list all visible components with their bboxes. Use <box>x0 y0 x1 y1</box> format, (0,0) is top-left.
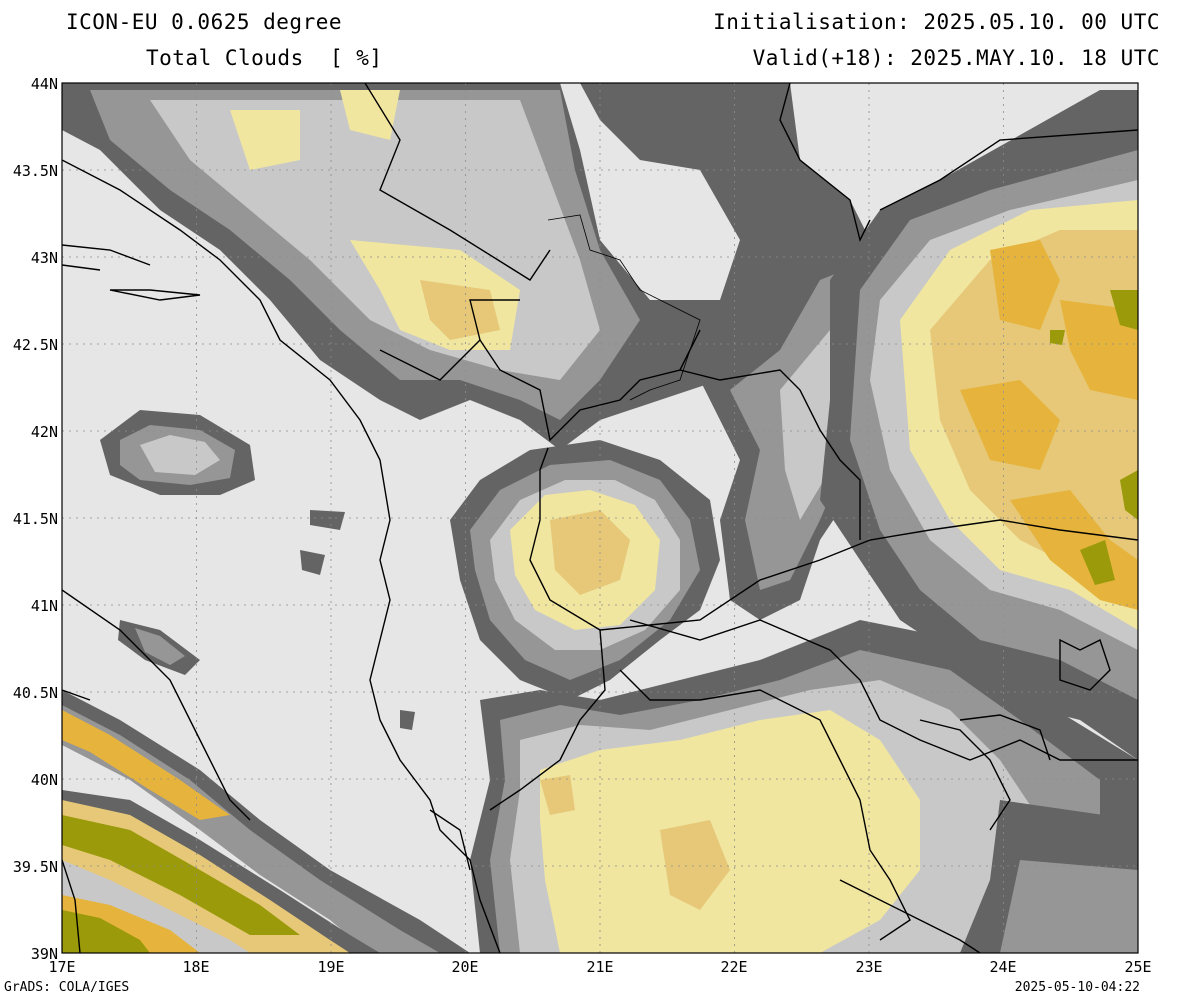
lat-label-40-5n: 40.5N <box>12 684 58 702</box>
cloud-region-macedonia <box>450 440 720 700</box>
lat-label-39-5n: 39.5N <box>12 858 58 876</box>
lat-label-44n: 44N <box>30 75 58 93</box>
lat-label-43-5n: 43.5N <box>12 162 58 180</box>
lon-label-18e: 18E <box>182 958 210 976</box>
map-frame <box>61 82 1139 954</box>
lon-label-17e: 17E <box>48 958 76 976</box>
lon-label-20e: 20E <box>451 958 479 976</box>
lat-label-42-5n: 42.5N <box>12 336 58 354</box>
cloud-region-northwest <box>62 83 880 450</box>
lon-label-22e: 22E <box>720 958 748 976</box>
graticule <box>62 83 1138 953</box>
model-title: ICON-EU 0.0625 degree <box>66 10 343 34</box>
lat-label-40n: 40N <box>30 771 58 789</box>
cloud-region-south <box>470 620 1138 953</box>
lat-label-41n: 41N <box>30 597 58 615</box>
field-title: Total Clouds [ %] <box>146 46 383 70</box>
minor-borders <box>547 214 701 401</box>
valid-time: Valid(+18): 2025.MAY.10. 18 UTC <box>752 46 1160 70</box>
cloud-region-east <box>820 90 1138 760</box>
coastlines-borders <box>62 83 1138 953</box>
cloud-region-ionian <box>62 690 470 953</box>
lon-label-21e: 21E <box>586 958 614 976</box>
lat-label-42n: 42N <box>30 423 58 441</box>
init-time: Initialisation: 2025.05.10. 00 UTC <box>713 10 1160 34</box>
lon-label-25e: 25E <box>1124 958 1152 976</box>
lon-label-19e: 19E <box>317 958 345 976</box>
footer-timestamp: 2025-05-10-04:22 <box>1014 980 1140 995</box>
lat-label-39n: 39N <box>30 945 58 963</box>
lat-label-41-5n: 41.5N <box>12 510 58 528</box>
lon-label-23e: 23E <box>855 958 883 976</box>
footer-grads-credit: GrADS: COLA/IGES <box>4 980 130 995</box>
lat-label-43n: 43N <box>30 249 58 267</box>
lon-label-24e: 24E <box>989 958 1017 976</box>
